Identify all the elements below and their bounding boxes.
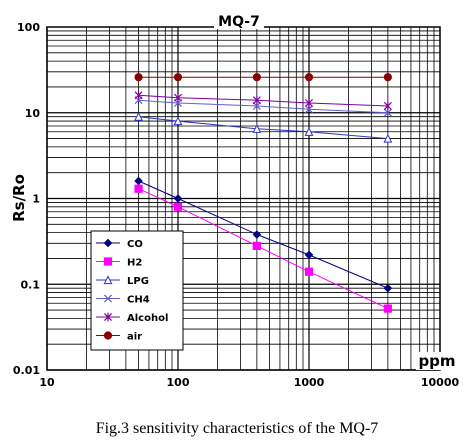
figure-caption: Fig.3 sensitivity characteristics of the… — [95, 420, 379, 437]
legend-label-ch4: CH4 — [127, 295, 150, 306]
series-lpg — [134, 111, 393, 143]
data-point-h2 — [134, 184, 143, 193]
data-point-lpg — [252, 124, 262, 133]
y-tick-label: 1 — [32, 193, 40, 206]
legend-label-lpg: LPG — [127, 276, 149, 287]
legend-item-co: CO — [96, 238, 143, 250]
series-line-lpg — [138, 116, 388, 140]
x-tick-label: 10000 — [421, 376, 460, 389]
data-point-lpg — [304, 127, 314, 136]
x-tick-label: 100 — [167, 376, 190, 389]
x-label-background — [416, 352, 458, 370]
y-tick-label: 10 — [25, 107, 41, 120]
chart-title: MQ-7 — [218, 14, 260, 30]
legend-label-h2: H2 — [127, 258, 142, 269]
legend-item-alcohol: Alcohol — [96, 312, 168, 324]
data-point-h2 — [383, 304, 392, 313]
data-point-co — [134, 176, 143, 186]
legend-marker-air — [103, 331, 113, 340]
data-point-air — [134, 73, 143, 82]
series-alcohol — [134, 91, 392, 111]
x-axis-label: ppm — [418, 352, 455, 370]
y-tick-label: 0.01 — [13, 364, 40, 377]
series-co — [134, 176, 393, 293]
legend-label-co: CO — [127, 239, 143, 250]
y-tick-label: 0.1 — [21, 278, 41, 291]
data-point-air — [383, 73, 392, 82]
data-point-lpg — [383, 133, 393, 143]
y-tick-labels: 100 10 1 0.1 0.01 — [13, 21, 40, 377]
data-point-co — [173, 194, 183, 203]
y-axis-label: Rs/Ro — [10, 174, 28, 222]
data-point-ch4 — [252, 101, 261, 110]
legend-marker-ch4 — [103, 294, 113, 303]
data-point-alcohol — [134, 91, 143, 100]
data-point-co — [383, 283, 393, 293]
series-ch4 — [134, 96, 392, 117]
legend-marker-co — [103, 238, 113, 248]
data-point-ch4 — [304, 105, 314, 114]
data-point-h2 — [173, 202, 183, 211]
legend-marker-h2 — [103, 257, 113, 266]
data-point-alcohol — [383, 101, 392, 111]
x-tick-label: 10 — [39, 376, 55, 389]
data-point-alcohol — [252, 96, 261, 105]
data-point-lpg — [134, 111, 143, 121]
legend-label-air: air — [127, 332, 142, 343]
title-background — [214, 12, 264, 29]
series-line-ch4 — [138, 99, 388, 114]
data-point-co — [304, 250, 314, 260]
legend-box — [90, 230, 184, 351]
legend-marker-lpg — [103, 275, 113, 285]
series-layer — [134, 73, 393, 313]
data-point-alcohol — [173, 93, 183, 102]
legend-item-air: air — [96, 331, 142, 343]
data-point-lpg — [173, 116, 183, 126]
data-point-air — [252, 73, 261, 82]
x-tick-label: 1000 — [294, 376, 325, 389]
legend-item-ch4: CH4 — [96, 294, 150, 306]
chart-grid — [46, 27, 440, 371]
series-air — [134, 73, 392, 82]
data-point-alcohol — [304, 98, 314, 108]
data-point-air — [304, 73, 314, 82]
x-tick-labels: 10 100 1000 10000 — [39, 376, 459, 389]
data-point-ch4 — [383, 108, 392, 117]
legend-item-h2: H2 — [96, 257, 142, 269]
legend-marker-alcohol — [103, 312, 113, 322]
data-point-co — [252, 230, 262, 239]
series-h2 — [134, 184, 392, 313]
data-point-h2 — [252, 241, 261, 251]
legend-label-alcohol: Alcohol — [127, 313, 168, 324]
data-point-air — [173, 73, 183, 82]
legend: CO H2 LPG CH4 Alcohol air — [90, 230, 184, 351]
y-tick-label: 100 — [17, 21, 40, 34]
legend-item-lpg: LPG — [96, 275, 149, 287]
data-point-h2 — [304, 267, 314, 276]
